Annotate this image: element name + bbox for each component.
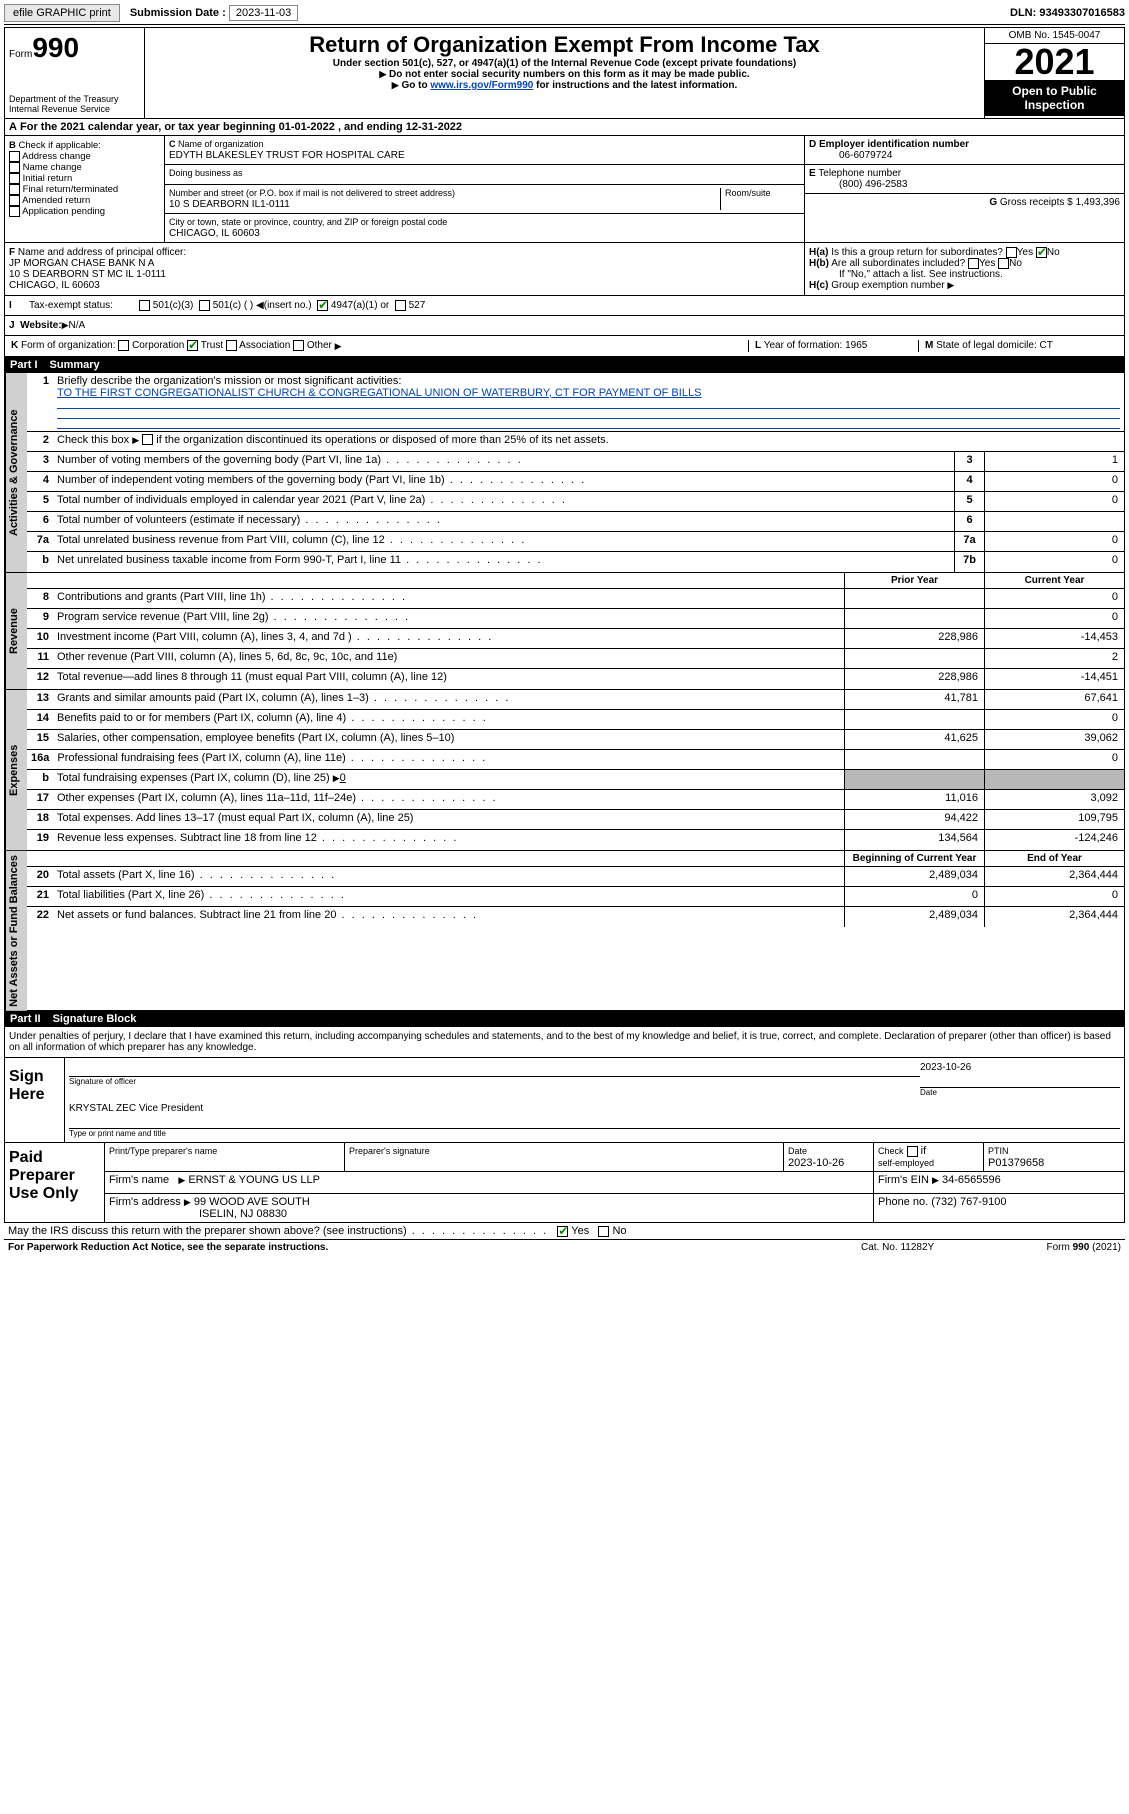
tax-year-line: A For the 2021 calendar year, or tax yea…	[5, 119, 466, 135]
section-b-checkboxes: B Check if applicable: Address change Na…	[5, 136, 165, 242]
sign-here-block: Sign Here Signature of officer 2023-10-2…	[4, 1058, 1125, 1143]
submission-date: Submission Date : 2023-11-03	[130, 7, 298, 19]
section-h: H(a) Is this a group return for subordin…	[804, 243, 1124, 295]
section-j-website: J Website: N/A	[4, 316, 1125, 336]
section-k-form-org: K Form of organization: Corporation Trus…	[4, 336, 1125, 356]
section-i-tax-status: I Tax-exempt status: 501(c)(3) 501(c) ( …	[4, 296, 1125, 316]
activities-governance: Activities & Governance 1Briefly describ…	[4, 373, 1125, 573]
part1-header: Part ISummary	[4, 357, 1125, 373]
revenue-section: Revenue Prior YearCurrent Year 8Contribu…	[4, 573, 1125, 690]
form-header: Form990 Department of the Treasury Inter…	[4, 27, 1125, 119]
section-d-e-g: D Employer identification number06-60797…	[804, 136, 1124, 242]
section-f-officer: F Name and address of principal officer:…	[5, 243, 804, 295]
footer-row: For Paperwork Reduction Act Notice, see …	[4, 1240, 1125, 1255]
irs-discuss-line: May the IRS discuss this return with the…	[4, 1223, 1125, 1240]
discuss-yes-checkbox[interactable]	[557, 1226, 568, 1237]
efile-print-button[interactable]: efile GRAPHIC print	[4, 4, 120, 22]
dln: DLN: 93493307016583	[1010, 7, 1125, 19]
top-bar: efile GRAPHIC print Submission Date : 20…	[4, 4, 1125, 25]
instructions-link[interactable]: www.irs.gov/Form990	[430, 80, 533, 91]
discuss-no-checkbox[interactable]	[598, 1226, 609, 1237]
form-title: Return of Organization Exempt From Incom…	[149, 32, 980, 58]
net-assets-section: Net Assets or Fund Balances Beginning of…	[4, 851, 1125, 1012]
paid-preparer-block: Paid Preparer Use Only Print/Type prepar…	[4, 1143, 1125, 1223]
declaration-text: Under penalties of perjury, I declare th…	[4, 1027, 1125, 1058]
section-c-org: C Name of organizationEDYTH BLAKESLEY TR…	[165, 136, 804, 242]
part2-header: Part IISignature Block	[4, 1011, 1125, 1027]
expenses-section: Expenses 13Grants and similar amounts pa…	[4, 690, 1125, 851]
